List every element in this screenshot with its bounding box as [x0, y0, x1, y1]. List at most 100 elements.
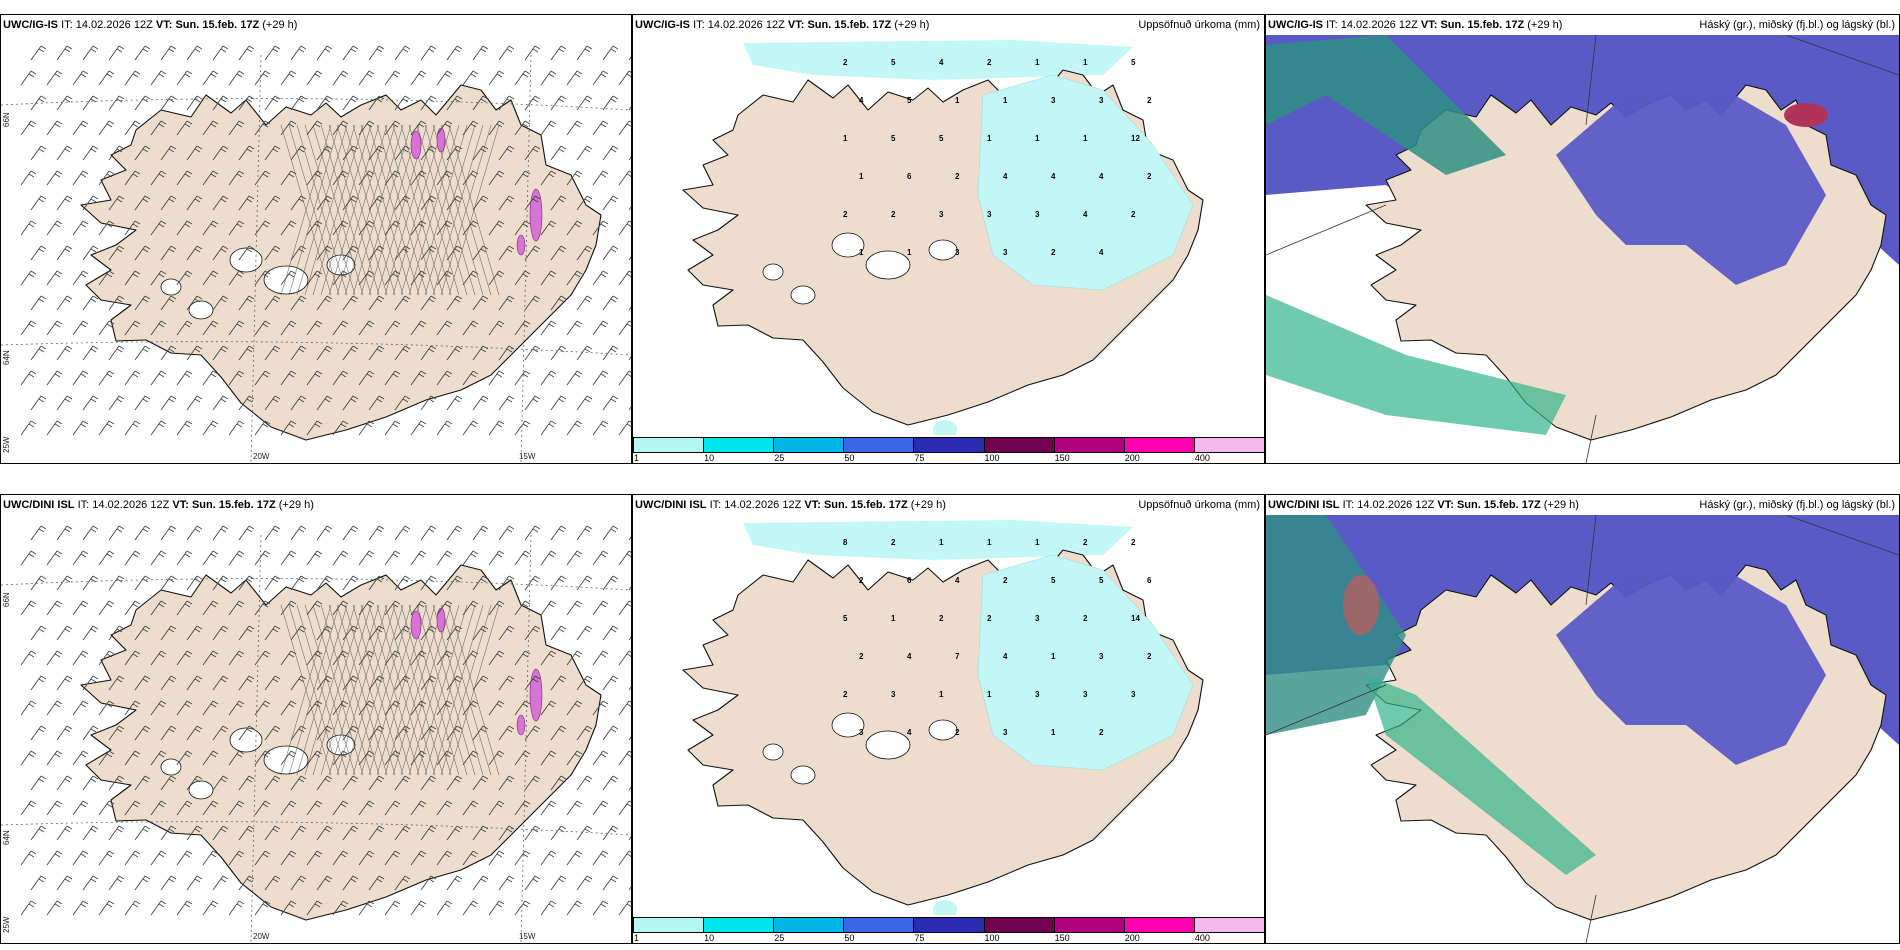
wind-barb	[540, 420, 557, 436]
wind-barb	[342, 145, 359, 161]
wind-barb	[290, 625, 307, 641]
wind-barb	[264, 775, 281, 791]
wind-barb	[46, 650, 63, 666]
wind-barb	[462, 70, 479, 86]
model-name: UWC/DINI ISL	[3, 499, 75, 511]
longitude-line	[1585, 414, 1597, 463]
colorbar-swatch	[633, 917, 705, 933]
longitude-line	[520, 534, 532, 943]
wind-barb	[108, 145, 125, 161]
wind-barb	[134, 775, 151, 791]
wind-barb	[368, 775, 385, 791]
colorbar-swatch	[1123, 437, 1195, 453]
wind-barb	[368, 525, 385, 541]
wind-barb	[592, 900, 609, 916]
wind-barb	[82, 525, 99, 541]
wind-barb	[628, 56, 631, 61]
wind-barb	[628, 206, 631, 211]
latitude-line	[1, 98, 631, 111]
wind-barbs	[20, 525, 631, 916]
wind-barb	[384, 70, 401, 86]
wind-barb	[30, 575, 47, 591]
wind-barb	[576, 575, 593, 591]
colorbar-tick-label: 50	[844, 933, 855, 943]
wind-barb	[446, 625, 463, 641]
wind-barb	[628, 736, 631, 741]
hatch-line	[360, 604, 412, 776]
wind-barb	[280, 120, 297, 136]
graticule	[1, 534, 631, 943]
wind-barb	[446, 95, 463, 111]
wind-barb	[150, 750, 167, 766]
wind-barb	[618, 320, 631, 336]
wind-barb	[316, 575, 333, 591]
wind-barb	[358, 600, 375, 616]
model-name: UWC/DINI ISL	[1268, 499, 1340, 511]
wind-barb	[384, 750, 401, 766]
glacier-area	[928, 719, 958, 741]
wind-barb	[238, 525, 255, 541]
precip-value-label: 4	[859, 96, 864, 105]
wind-barb	[368, 875, 385, 891]
wind-barb	[56, 875, 73, 891]
precip-value-label: 1	[907, 248, 912, 257]
precip-value-label: 1	[843, 134, 848, 143]
wind-barb	[82, 45, 99, 61]
precip-value-label: 5	[843, 614, 848, 623]
wind-barb	[82, 195, 99, 211]
wind-barb	[410, 600, 427, 616]
precip-value-label: 14	[1131, 614, 1140, 623]
wind-barb	[56, 195, 73, 211]
wind-barb	[98, 700, 115, 716]
wind-barb	[186, 625, 203, 641]
wind-barb	[30, 295, 47, 311]
wind-barb	[462, 220, 479, 236]
wind-barb	[280, 420, 297, 436]
wind-barb	[524, 245, 541, 261]
colorbar-swatch	[843, 437, 915, 453]
it-label: IT:	[77, 499, 90, 511]
wind-barb	[238, 145, 255, 161]
wind-barb	[30, 875, 47, 891]
precip-value-label: 1	[987, 134, 992, 143]
wind-barb	[20, 320, 37, 336]
wind-barb	[384, 120, 401, 136]
wind-barb	[150, 220, 167, 236]
wind-barb	[592, 650, 609, 666]
wind-barb	[82, 345, 99, 361]
wind-barb	[550, 45, 567, 61]
hatch-line	[392, 124, 444, 296]
wind-barb	[82, 245, 99, 261]
wind-barb	[30, 145, 47, 161]
lon-label-25w: 25W	[2, 436, 11, 453]
wind-barb	[124, 750, 141, 766]
wind-barb	[592, 800, 609, 816]
wind-barb	[550, 575, 567, 591]
wind-barb	[394, 725, 411, 741]
wind-barb	[472, 295, 489, 311]
glacier-area	[865, 730, 911, 760]
wind-barb	[186, 825, 203, 841]
wind-barb	[186, 195, 203, 211]
wind-barb	[566, 70, 583, 86]
wind-barb	[30, 95, 47, 111]
colorbar-tick-label: 150	[1054, 453, 1070, 463]
glacier-area	[263, 745, 309, 775]
colorbar-swatch	[773, 917, 845, 933]
wind-barb	[228, 700, 245, 716]
wind-barb	[20, 120, 37, 136]
wind-barb	[108, 675, 125, 691]
wind-barb	[498, 395, 515, 411]
wind-barb	[254, 320, 271, 336]
precip-value-label: 6	[1147, 576, 1152, 585]
longitude-line	[1585, 894, 1597, 943]
precip-value-label: 3	[1003, 728, 1008, 737]
wind-barb	[540, 220, 557, 236]
wind-barb	[576, 625, 593, 641]
wind-barb	[618, 800, 631, 816]
wind-barb	[212, 295, 229, 311]
hatch-line	[384, 604, 436, 776]
wind-barb	[228, 420, 245, 436]
wind-barb	[602, 245, 619, 261]
glacier-area	[790, 765, 816, 785]
